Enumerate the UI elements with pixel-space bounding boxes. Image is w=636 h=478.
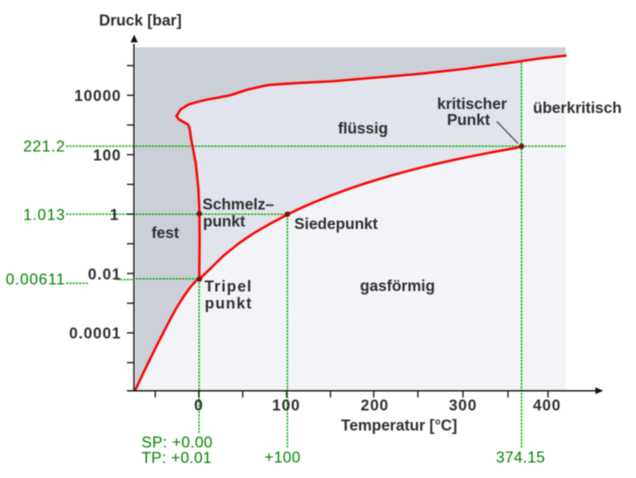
svg-text:+100: +100 <box>265 450 301 467</box>
svg-text:flüssig: flüssig <box>338 121 388 138</box>
svg-text:0.0001: 0.0001 <box>69 326 121 343</box>
svg-text:1: 1 <box>110 207 119 224</box>
svg-text:1.013: 1.013 <box>23 207 65 224</box>
svg-text:fest: fest <box>152 225 180 242</box>
svg-text:punkt: punkt <box>205 295 253 312</box>
svg-text:kritischer: kritischer <box>437 96 507 113</box>
svg-text:SP: +0.00: SP: +0.00 <box>142 434 213 451</box>
svg-text:Temperatur [°C]: Temperatur [°C] <box>341 418 457 435</box>
svg-text:TP: +0.01: TP: +0.01 <box>142 450 212 467</box>
svg-text:Druck [bar]: Druck [bar] <box>99 13 182 30</box>
svg-text:10000: 10000 <box>74 88 121 105</box>
svg-text:Punkt: Punkt <box>447 112 490 129</box>
svg-text:400: 400 <box>533 398 561 415</box>
svg-text:300: 300 <box>449 398 477 415</box>
svg-text:überkritisch: überkritisch <box>533 100 622 117</box>
svg-text:374.15: 374.15 <box>496 450 545 467</box>
svg-text:punkt: punkt <box>203 214 245 231</box>
svg-text:0.00611: 0.00611 <box>6 271 66 288</box>
svg-text:221.2: 221.2 <box>23 138 65 155</box>
svg-text:100: 100 <box>272 398 300 415</box>
svg-text:0.01: 0.01 <box>88 266 121 283</box>
svg-text:0: 0 <box>194 398 203 415</box>
svg-text:200: 200 <box>361 398 389 415</box>
svg-text:gasförmig: gasförmig <box>360 278 435 295</box>
svg-text:Siedepunkt: Siedepunkt <box>294 216 378 233</box>
svg-text:100: 100 <box>93 147 121 164</box>
svg-text:Tripel: Tripel <box>205 278 253 295</box>
svg-text:Schmelz–: Schmelz– <box>203 196 275 213</box>
